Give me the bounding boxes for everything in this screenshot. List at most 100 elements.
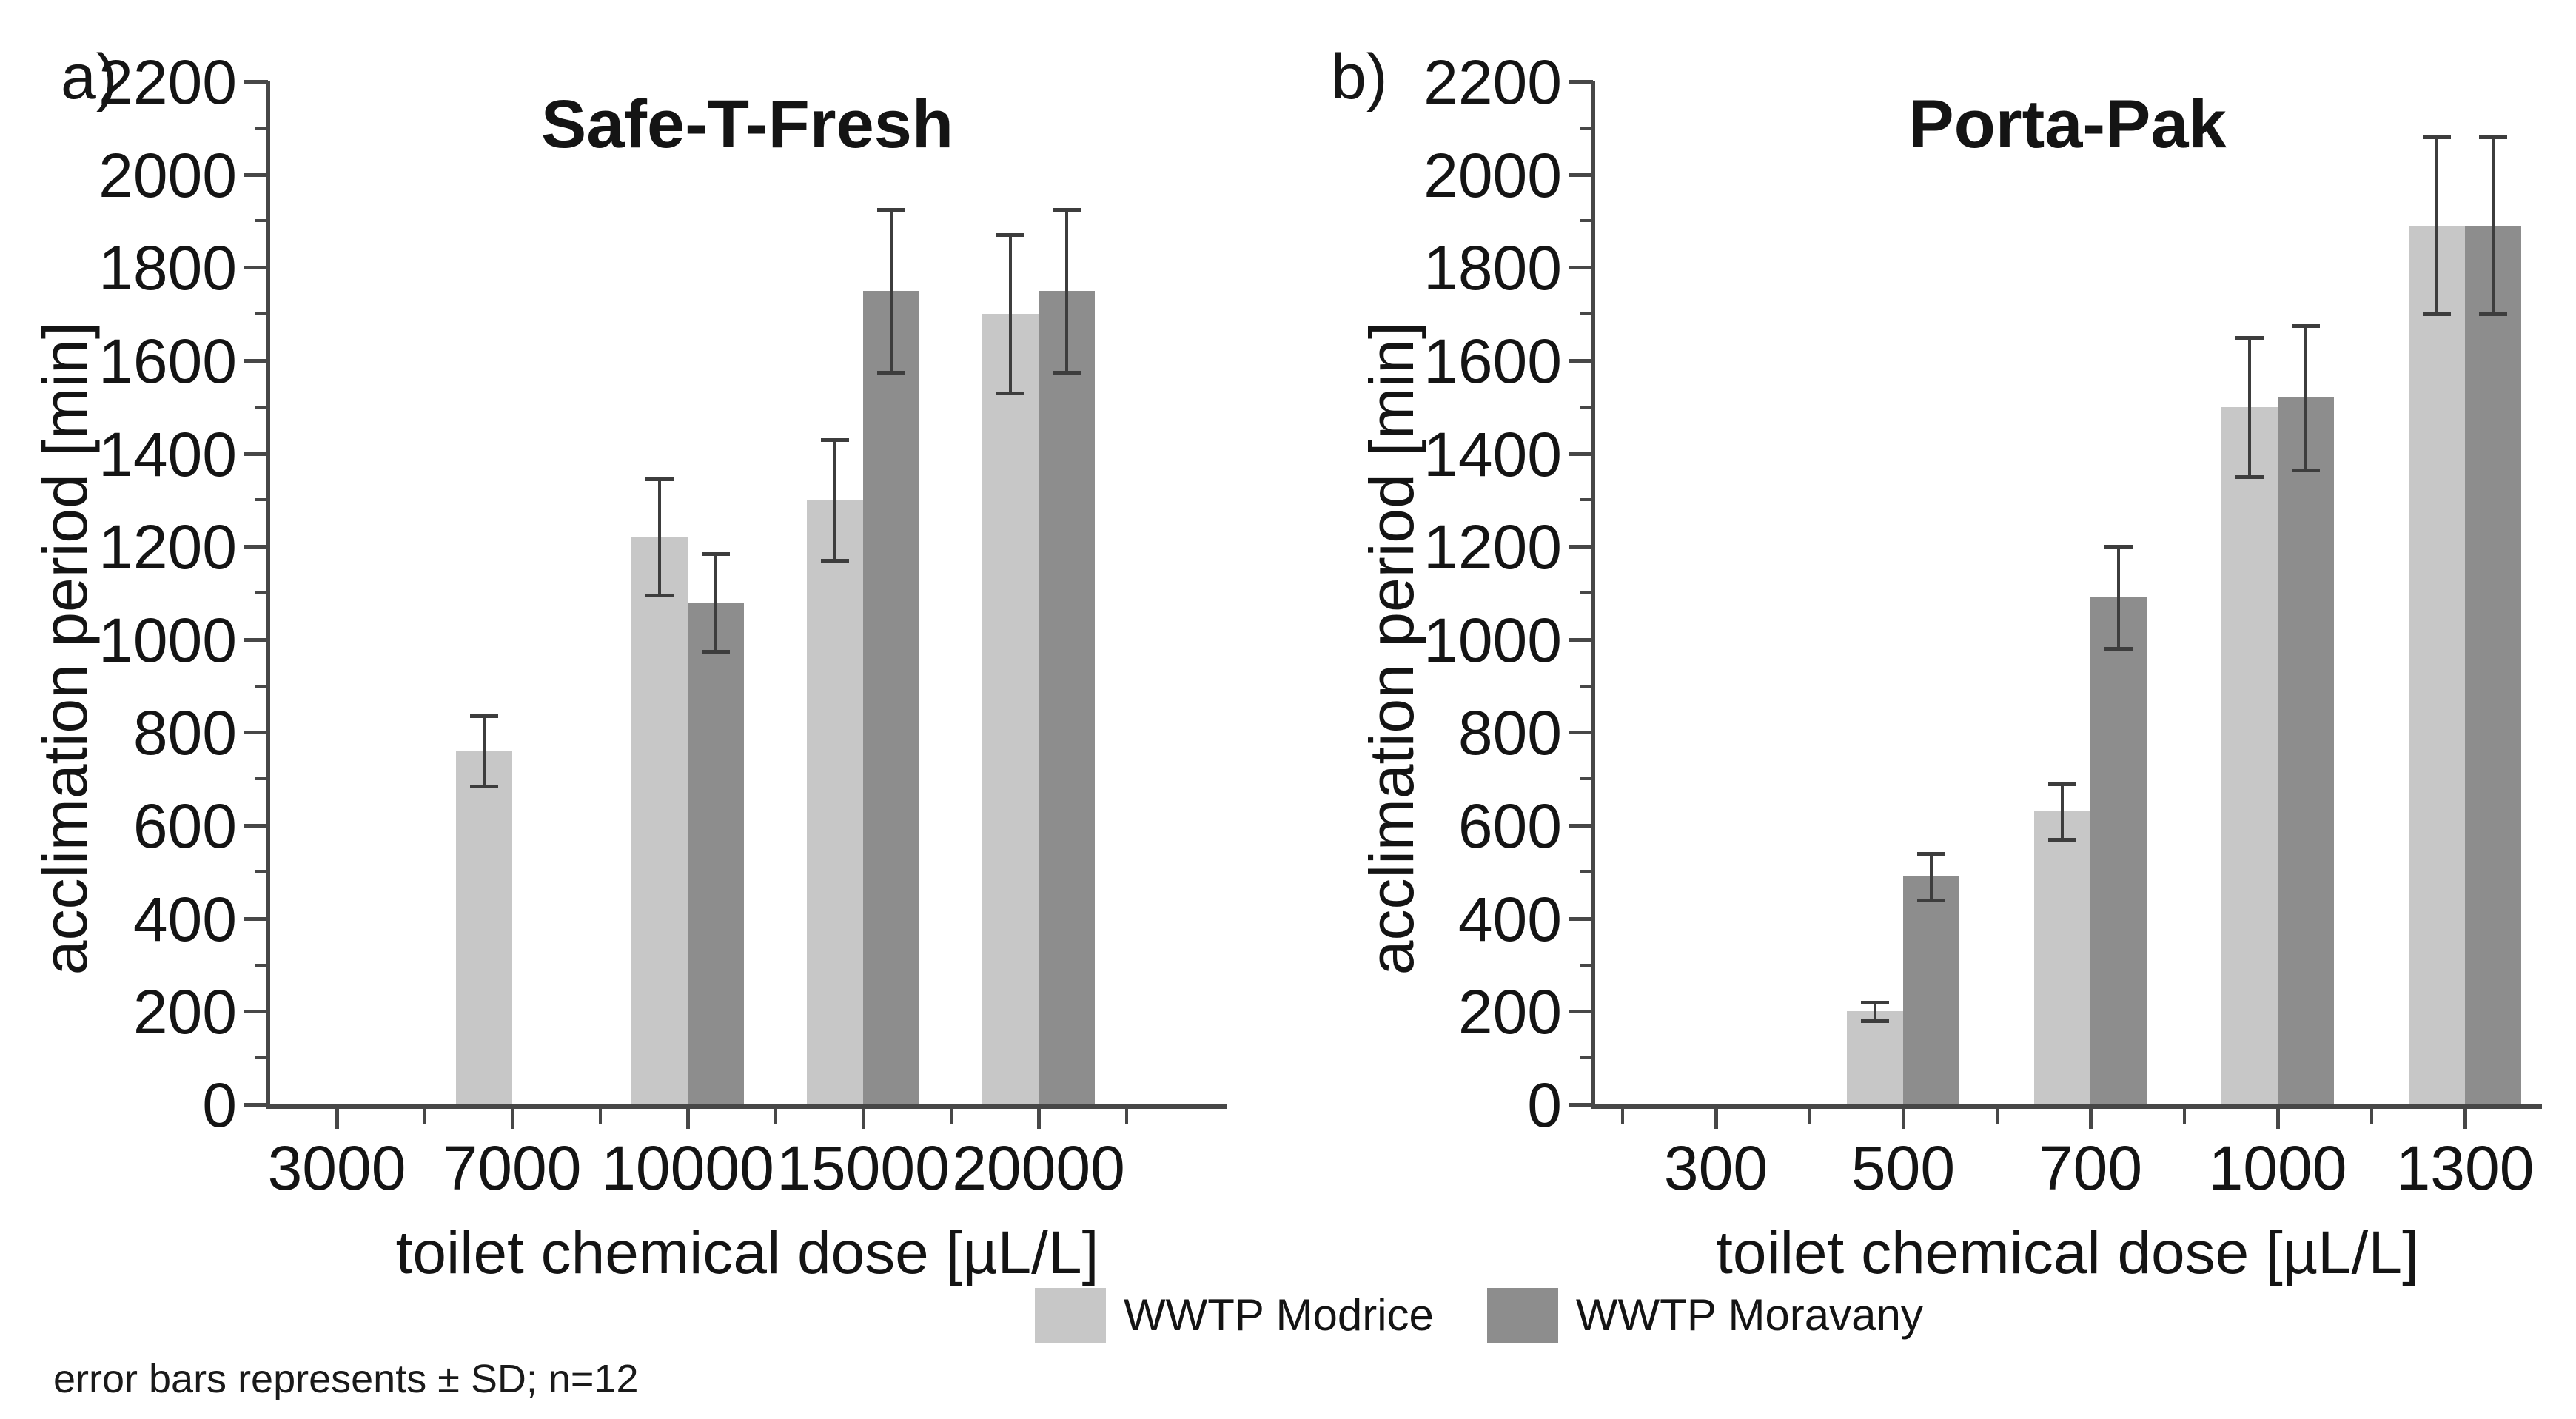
x-tick-label: 300 [1663, 1133, 1768, 1203]
x-minor-tick [1995, 1108, 1999, 1124]
bar-wwtp-modrice [2221, 406, 2278, 1104]
x-tick [2463, 1108, 2467, 1129]
y-tick [244, 637, 268, 642]
bar-wwtp-modrice [982, 314, 1039, 1104]
y-tick-label: 1400 [98, 419, 237, 489]
y-minor-tick [1580, 1056, 1593, 1060]
bar-wwtp-moravany [2090, 597, 2147, 1104]
y-tick [244, 545, 268, 549]
x-tick [2089, 1108, 2093, 1129]
error-bar [2435, 137, 2438, 315]
legend-label-modrice: WWTP Modrice [1124, 1290, 1434, 1340]
y-minor-tick [255, 498, 268, 502]
error-bar [483, 716, 486, 786]
y-tick-label: 2200 [1423, 47, 1562, 117]
bar-wwtp-modrice [631, 537, 688, 1104]
x-minor-tick [1808, 1108, 1811, 1124]
y-tick [244, 172, 268, 177]
x-tick-label: 500 [1851, 1133, 1956, 1203]
legend-item-moravany: WWTP Moravany [1486, 1288, 1923, 1343]
x-tick-label: 15000 [777, 1133, 950, 1203]
error-bar-cap-top [2423, 135, 2451, 140]
y-tick [244, 80, 268, 84]
x-minor-tick [1620, 1108, 1624, 1124]
y-tick-label: 800 [1458, 698, 1562, 768]
error-bar-cap-bottom [2104, 647, 2133, 651]
x-axis-title-b: toilet chemical dose [µL/L] [1716, 1219, 2419, 1287]
legend-swatch-moravany [1486, 1288, 1558, 1343]
y-minor-tick [255, 1056, 268, 1060]
error-bar-cap-top [645, 477, 674, 482]
error-bar-cap-bottom [1917, 898, 1945, 902]
x-minor-tick [423, 1108, 426, 1124]
y-minor-tick [1580, 963, 1593, 967]
error-bar-cap-top [821, 437, 849, 442]
y-minor-tick [1580, 126, 1593, 130]
y-minor-tick [1580, 219, 1593, 223]
legend-swatch-modrice [1035, 1288, 1106, 1343]
bar-wwtp-modrice [1847, 1011, 1903, 1104]
x-axis-title-a: toilet chemical dose [µL/L] [395, 1219, 1099, 1287]
error-bar [2248, 337, 2251, 477]
error-bar-cap-top [2479, 135, 2507, 140]
y-minor-tick [1580, 312, 1593, 316]
y-tick-label: 400 [1458, 884, 1562, 954]
error-bar-cap-bottom [2235, 474, 2264, 479]
y-minor-tick [255, 405, 268, 409]
error-bar-cap-top [1917, 851, 1945, 856]
error-bar-cap-top [1053, 207, 1081, 212]
x-tick-label: 20000 [952, 1133, 1125, 1203]
x-minor-tick [949, 1108, 953, 1124]
error-bar-cap-bottom [996, 391, 1024, 395]
x-minor-tick [2369, 1108, 2373, 1124]
error-bar-cap-bottom [821, 559, 849, 563]
error-bar [1065, 209, 1068, 372]
y-tick [1569, 637, 1593, 642]
y-minor-tick [255, 312, 268, 316]
x-tick [511, 1108, 514, 1129]
error-bar-cap-top [2292, 323, 2320, 328]
y-tick-label: 1800 [1423, 233, 1562, 303]
y-tick-label: 1000 [98, 605, 237, 675]
error-bar [2117, 546, 2120, 649]
error-bar [890, 209, 893, 372]
y-minor-tick [255, 870, 268, 873]
y-tick [1569, 731, 1593, 735]
error-bar-footnote: error bars represents ± SD; n=12 [53, 1357, 639, 1401]
y-tick-label: 400 [133, 884, 237, 954]
bar-wwtp-moravany [2278, 397, 2334, 1104]
y-tick-label: 600 [1458, 791, 1562, 862]
bar-wwtp-modrice [2409, 225, 2465, 1104]
error-bar-cap-bottom [1053, 370, 1081, 375]
x-tick-label: 1000 [2208, 1133, 2347, 1203]
error-bar-cap-bottom [2292, 468, 2320, 472]
y-tick-label: 2000 [1423, 140, 1562, 210]
y-tick [1569, 266, 1593, 270]
x-axis-line [266, 1104, 1227, 1109]
bar-wwtp-modrice [2034, 811, 2090, 1104]
y-tick-label: 1400 [1423, 419, 1562, 489]
x-tick-label: 7000 [443, 1133, 582, 1203]
legend-item-modrice: WWTP Modrice [1035, 1288, 1434, 1343]
y-minor-tick [1580, 498, 1593, 502]
error-bar-cap-top [1861, 1000, 1889, 1004]
x-tick [1902, 1108, 1905, 1129]
x-tick [2276, 1108, 2280, 1129]
y-minor-tick [255, 963, 268, 967]
error-bar-cap-bottom [2048, 837, 2076, 842]
x-tick [686, 1108, 690, 1129]
y-minor-tick [1580, 591, 1593, 594]
y-tick [244, 452, 268, 456]
error-bar-cap-bottom [470, 784, 498, 788]
y-minor-tick [255, 126, 268, 130]
x-tick [335, 1108, 339, 1129]
y-tick-label: 1600 [98, 326, 237, 396]
y-tick-label: 1800 [98, 233, 237, 303]
x-minor-tick [2182, 1108, 2186, 1124]
y-tick [1569, 80, 1593, 84]
y-tick [244, 1103, 268, 1107]
error-bar-cap-bottom [2479, 312, 2507, 317]
error-bar-cap-top [877, 207, 905, 212]
x-tick [1714, 1108, 1718, 1129]
